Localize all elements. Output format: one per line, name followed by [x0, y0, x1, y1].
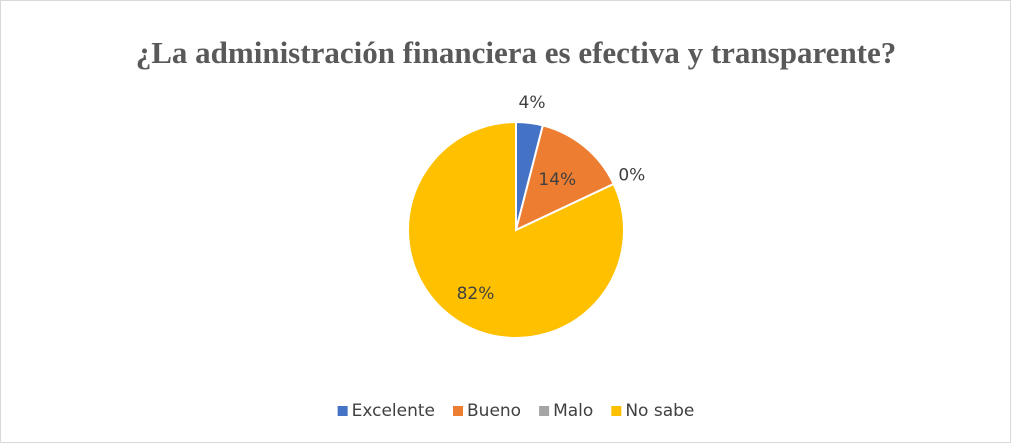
legend-swatch — [611, 406, 622, 416]
legend-label: No sabe — [625, 401, 694, 421]
pie-slice — [407, 120, 625, 339]
data-label: 0% — [618, 166, 645, 186]
legend-swatch — [453, 406, 464, 416]
pie-slice — [514, 124, 616, 232]
data-label: 4% — [519, 93, 546, 113]
legend-label: Excelente — [352, 401, 435, 421]
chart-title: ¿La administración financiera es efectiv… — [136, 35, 897, 70]
legend-swatch — [539, 406, 550, 416]
legend-label: Bueno — [467, 401, 521, 421]
data-label: 82% — [457, 284, 495, 304]
legend-label: Malo — [553, 401, 593, 421]
legend-swatch — [337, 406, 348, 416]
data-label: 14% — [538, 170, 576, 190]
